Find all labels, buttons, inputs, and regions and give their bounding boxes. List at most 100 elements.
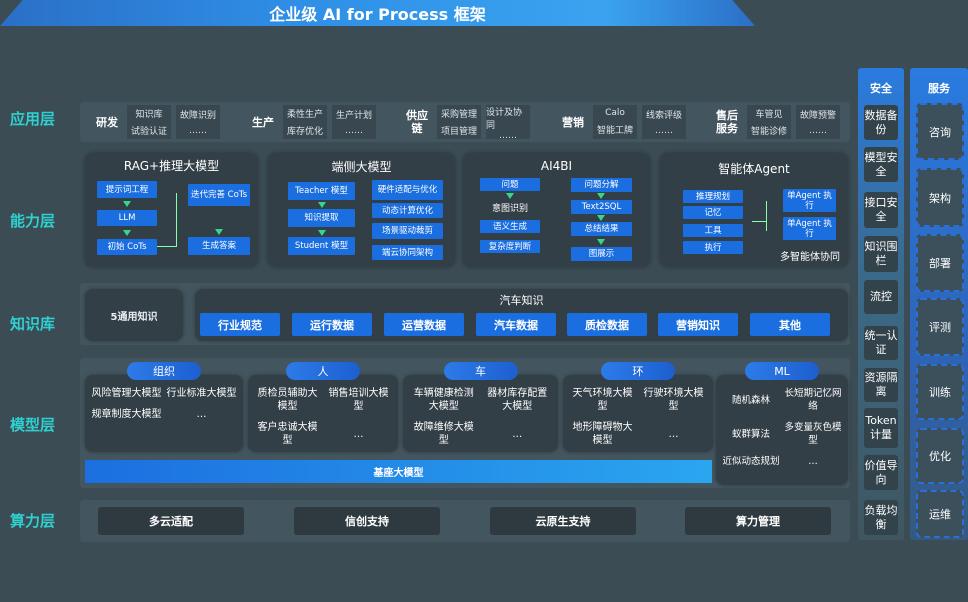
security-title: 安全 — [870, 82, 892, 95]
model-item: … — [512, 428, 523, 440]
app-item[interactable]: 知识库 — [135, 110, 163, 120]
security-item[interactable]: 价值导向 — [864, 455, 898, 490]
app-item[interactable]: 设计及协同 — [486, 108, 523, 131]
arrow-down-icon — [318, 202, 326, 208]
knowledge-item[interactable]: 运行数据 — [292, 313, 372, 336]
model-item: 质检员辅助大模型 — [257, 388, 318, 412]
arrow-down-icon — [123, 201, 131, 207]
app-item[interactable]: 生产计划 — [335, 110, 372, 121]
model-item: 客户忠诚大模型 — [257, 422, 318, 446]
compute-layer-label: 算力层 — [10, 512, 56, 530]
service-item[interactable]: 评测 — [916, 298, 964, 356]
edge-item: 端云协同架构 — [372, 245, 443, 260]
agent-item: 执行 — [683, 241, 743, 254]
security-item[interactable]: 知识围栏 — [864, 236, 898, 272]
arrow-down-icon — [597, 239, 605, 245]
model-group-panel — [563, 375, 713, 452]
app-group-name: 研发 — [96, 115, 118, 129]
model-item: 蚁群算法 — [731, 428, 770, 440]
summary-box: 总结结果 — [571, 222, 632, 236]
app-item[interactable]: 故障预警 — [799, 110, 836, 121]
arrow-down-icon — [506, 193, 514, 199]
app-item[interactable]: 故障识别 — [179, 110, 216, 121]
compute-item[interactable]: 多云适配 — [98, 507, 244, 535]
extract-box: 知识提取 — [288, 209, 355, 227]
model-group-items: 车辆健康检测大模型 器材库存配置大模型 故障维修大模型… — [403, 375, 558, 451]
app-column: 采购管理 项目管理 — [437, 105, 481, 139]
service-item[interactable]: 咨询 — [916, 103, 964, 160]
knowledge-item[interactable]: 营销知识 — [658, 313, 738, 336]
app-item[interactable]: …… — [189, 126, 207, 137]
init-cots-box: 初始 CoTs — [97, 239, 157, 255]
app-item[interactable]: 智能工牌 — [596, 126, 633, 137]
security-item[interactable]: 资源隔离 — [864, 368, 898, 402]
app-item[interactable]: …… — [809, 126, 827, 137]
app-item[interactable]: 采购管理 — [440, 110, 477, 120]
intent-text: 意图识别 — [491, 204, 528, 214]
prompt-box: 提示词工程 — [97, 181, 157, 198]
app-item[interactable]: 柔性生产 — [286, 110, 323, 120]
knowledge-layer-label: 知识库 — [10, 315, 56, 333]
app-group: 售后服务 车管见 智能诊修 故障预警…… — [712, 104, 840, 140]
app-item[interactable]: 试验认证 — [130, 127, 167, 137]
service-item[interactable]: 运维 — [916, 490, 964, 538]
ai4bi-panel: AI4BI 问题 意图识别 语义生成 复杂度判断 问题分解 Text2SQL 总… — [463, 153, 650, 267]
service-item[interactable]: 优化 — [916, 428, 964, 484]
security-item[interactable]: 接口安全 — [864, 192, 898, 228]
app-item[interactable]: 车管见 — [755, 110, 783, 120]
framework-title: 企业级 AI for Process 框架 — [0, 0, 755, 26]
compute-item[interactable]: 信创支持 — [294, 507, 440, 535]
knowledge-item[interactable]: 其他 — [750, 313, 830, 336]
service-item[interactable]: 训练 — [916, 364, 964, 420]
auto-knowledge-title: 汽车知识 — [499, 294, 544, 307]
app-column: 设计及协同…… — [486, 105, 530, 141]
knowledge-item[interactable]: 汽车数据 — [476, 313, 556, 336]
app-column: 故障识别 …… — [176, 105, 220, 139]
app-group: 供应链 采购管理 项目管理 设计及协同…… — [402, 104, 530, 141]
single-agent-box: 单Agent 执行 — [783, 217, 836, 240]
model-item: 销售培训大模型 — [328, 388, 389, 412]
app-item[interactable]: …… — [345, 126, 363, 137]
model-item: 近似动态规划 — [722, 456, 780, 467]
app-item[interactable]: 智能诊修 — [750, 127, 787, 137]
model-item: 行驶环境大模型 — [643, 388, 704, 412]
knowledge-item[interactable]: 运营数据 — [384, 313, 464, 336]
rag-panel: RAG+推理大模型 提示词工程 LLM 初始 CoTs 迭代完善 CoTs 生成… — [85, 153, 258, 267]
compute-item[interactable]: 云原生支持 — [490, 507, 636, 535]
app-item[interactable]: Calo — [605, 107, 625, 118]
app-layer-label: 应用层 — [10, 110, 56, 128]
security-item[interactable]: 负载均衡 — [864, 500, 898, 535]
service-item[interactable]: 架构 — [916, 168, 964, 227]
app-item[interactable]: 线索评级 — [645, 110, 682, 121]
connector-line — [752, 221, 766, 222]
edge-item: 硬件适配与优化 — [372, 180, 443, 200]
model-group-pill: 环 — [601, 362, 675, 380]
model-group-panel — [248, 375, 398, 452]
connector-line — [157, 246, 177, 247]
model-item: 规章制度大模型 — [91, 409, 162, 420]
security-item[interactable]: 流控 — [864, 280, 898, 314]
question-box: 问题 — [480, 178, 540, 191]
knowledge-item[interactable]: 质检数据 — [567, 313, 647, 336]
model-group-pill: ML — [745, 362, 819, 380]
app-item[interactable]: 库存优化 — [286, 127, 323, 137]
security-item[interactable]: 数据备份 — [864, 105, 898, 140]
base-model-bar: 基座大模型 — [85, 460, 712, 483]
knowledge-item[interactable]: 行业规范 — [200, 313, 280, 336]
app-column: 线索评级 …… — [642, 105, 686, 139]
security-item[interactable]: 模型安全 — [864, 147, 898, 182]
compute-item[interactable]: 算力管理 — [685, 507, 831, 535]
app-group-name: 生产 — [252, 115, 274, 129]
semantic-box: 语义生成 — [480, 220, 540, 233]
app-item[interactable]: 项目管理 — [440, 127, 477, 137]
app-item[interactable]: …… — [655, 126, 673, 137]
service-item[interactable]: 部署 — [916, 234, 964, 292]
app-item[interactable]: …… — [499, 131, 517, 141]
model-item: … — [353, 428, 364, 440]
connector-line — [176, 193, 177, 247]
security-item[interactable]: 统一认证 — [864, 326, 898, 360]
security-item[interactable]: Token计量 — [864, 408, 898, 448]
app-column: 生产计划 …… — [332, 105, 376, 139]
app-column: Calo 智能工牌 — [593, 105, 637, 139]
app-group: 生产 柔性生产库存优化 生产计划 …… — [248, 104, 376, 140]
